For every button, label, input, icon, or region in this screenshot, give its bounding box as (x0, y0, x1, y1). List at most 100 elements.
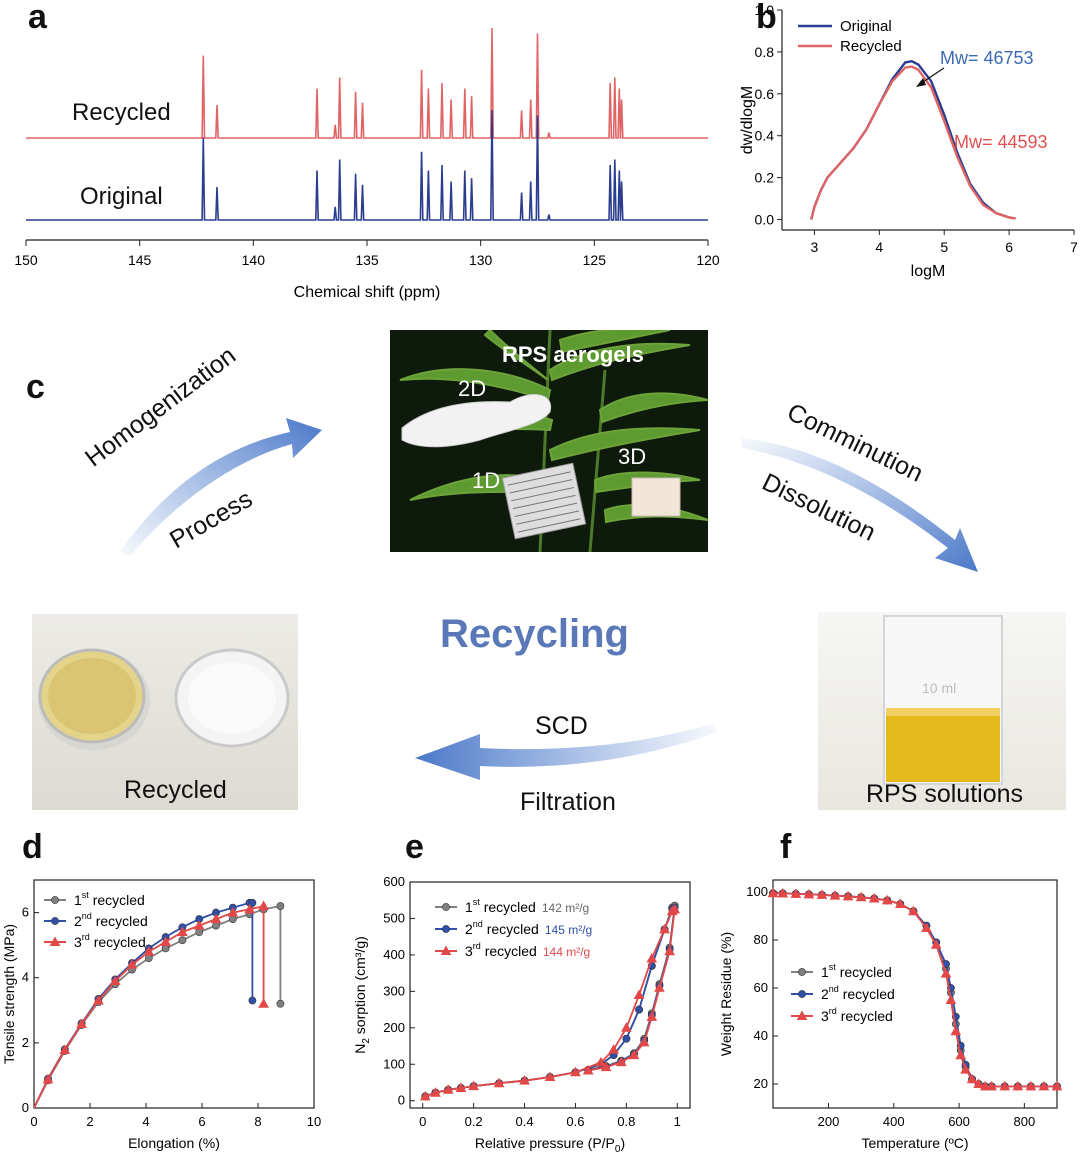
data-point (582, 1064, 594, 1075)
data-point (855, 891, 867, 902)
y-tick-label: 0.4 (755, 128, 775, 144)
y-tick-label: 0 (398, 1093, 405, 1108)
plot-frame (772, 879, 1058, 1109)
data-point (59, 1044, 71, 1055)
aerogels-label-2d: 2D (458, 376, 487, 401)
curve-series-1 (33, 905, 282, 1109)
plot-frame (409, 881, 691, 1109)
legend-label: 2nd recycled 145 m²/g (465, 919, 592, 937)
series-label-original: Original (80, 183, 163, 210)
data-point (258, 998, 269, 1008)
data-point (76, 1018, 87, 1028)
x-tick-label: 1 (674, 1114, 681, 1129)
data-point (595, 1056, 607, 1067)
y-tick-label: 2 (22, 1035, 29, 1050)
x-tick-label: 800 (1014, 1114, 1036, 1129)
data-point (654, 982, 665, 992)
y-tick-label: 0.6 (755, 86, 775, 102)
data-point (646, 953, 658, 963)
legend-label: 1st recycled 142 m²/g (465, 897, 589, 915)
spectrum-original (26, 109, 708, 221)
aerogel-2d (401, 394, 552, 448)
data-point (921, 922, 932, 932)
legend-label: 2nd recycled (821, 984, 895, 1002)
data-point (468, 1080, 479, 1091)
sorption-chart: 0 0.2 0.4 0.6 0.8 1 0 100 200 300 400 500 600 Relativ… (352, 874, 691, 1155)
solutions-caption: RPS solutions (866, 780, 1024, 808)
data-point (669, 903, 681, 914)
data-point (908, 905, 919, 916)
tga-series-3 (772, 892, 1057, 1088)
panel-label-d: d (22, 828, 43, 866)
y-tick-label: 6 (22, 905, 29, 920)
x-tick-label: 600 (948, 1114, 970, 1129)
tga-series-1 (772, 892, 1057, 1088)
spectrum-recycled (26, 27, 708, 139)
data-point (160, 936, 171, 946)
x-tick-label: 10 (307, 1114, 321, 1129)
tga-chart: 200 400 600 800 20 40 60 80 100 Temperature (ºC) W… (718, 879, 1063, 1151)
label-scd: SCD (535, 712, 588, 740)
legend-marker (796, 1010, 808, 1020)
arrow-scd (415, 724, 718, 780)
data-point (244, 903, 255, 914)
y-tick-label: 0 (22, 1100, 29, 1115)
data-point (945, 994, 957, 1004)
x-tick-label: 120 (696, 252, 720, 268)
recycling-arrows (120, 418, 978, 780)
x-tick-label: 0.4 (516, 1114, 534, 1129)
x-tick-label: 400 (883, 1114, 905, 1129)
x-tick-label: 125 (583, 252, 607, 268)
data-point (621, 1022, 632, 1032)
y-tick-label: 0.0 (755, 212, 775, 228)
series-label-recycled: Recycled (72, 99, 171, 126)
y-tick-label: 1.0 (755, 2, 775, 18)
x-tick-label: 0.2 (465, 1114, 483, 1129)
legend-marker (442, 903, 450, 911)
beaker-scene (883, 615, 1003, 785)
aerogels-label-1d: 1D (472, 468, 501, 493)
data-point (519, 1075, 530, 1085)
plot-frame (33, 879, 315, 1109)
data-point (143, 946, 155, 956)
x-tick-label: 4 (875, 239, 883, 255)
x-tick-label: 150 (14, 252, 38, 268)
data-point (1038, 1080, 1050, 1091)
data-point (178, 936, 187, 945)
data-point (622, 1034, 631, 1043)
data-point (659, 923, 670, 934)
legend-marker (798, 990, 806, 998)
recycled-dishes (38, 648, 290, 750)
data-point (210, 913, 222, 924)
data-point (966, 1073, 978, 1084)
y-tick-label: 100 (746, 884, 768, 899)
aerogels-label-3d: 3D (618, 444, 647, 469)
data-point (868, 892, 880, 903)
legend-marker (440, 945, 452, 955)
legend-marker (798, 968, 806, 976)
x-axis-label: Chemical shift (ppm) (294, 284, 441, 301)
data-point (767, 887, 779, 898)
data-point (881, 894, 893, 905)
x-tick-label: 7 (1070, 239, 1078, 255)
data-point (248, 898, 257, 907)
data-point (986, 1080, 998, 1091)
y-tick-label: 0.2 (755, 170, 775, 186)
annotation-mw-original: Mw= 46753 (940, 48, 1034, 68)
data-point (419, 1090, 431, 1101)
data-point (1012, 1080, 1024, 1091)
isotherm-series-3 (425, 907, 676, 1098)
data-point (979, 1080, 991, 1091)
data-point (455, 1082, 467, 1092)
curve-series-3 (33, 904, 265, 1109)
x-axis-label: Elongation (%) (128, 1135, 220, 1151)
legend-label: Recycled (840, 38, 902, 55)
panel-label-e: e (405, 828, 424, 866)
data-point (1025, 1080, 1037, 1091)
data-point (276, 999, 285, 1008)
x-tick-label: 140 (242, 252, 266, 268)
x-axis-label: logM (911, 263, 946, 280)
data-point (628, 1049, 640, 1060)
curve-recycled (810, 65, 1016, 220)
nmr-spectra-chart: 150 145 140 135 130 125 120 Chemical shift (ppm… (14, 27, 720, 301)
